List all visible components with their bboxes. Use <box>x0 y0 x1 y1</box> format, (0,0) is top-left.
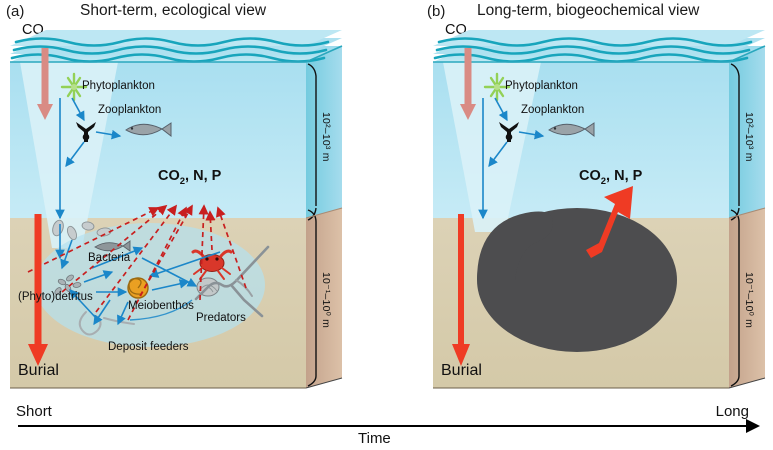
label-phyto-detritus-a: (Phyto)detritus <box>18 291 93 303</box>
axis-line <box>18 425 748 427</box>
zooplankton-icon-a <box>76 122 96 142</box>
panel-a-tag: (a) <box>6 3 25 20</box>
phytoplankton-icon-a <box>60 72 88 102</box>
label-phytoplankton-a: Phytoplankton <box>82 80 155 92</box>
phytoplankton-icon-b <box>483 72 511 102</box>
depth-scale-lower-a: 10⁻¹–10⁰ m <box>320 272 332 329</box>
burial-arrow-b <box>452 214 470 366</box>
label-meiobenthos-a: Meiobenthos <box>128 300 194 312</box>
dead-fish-icon-a <box>94 240 131 252</box>
label-zooplankton-b: Zooplankton <box>521 104 585 116</box>
co2-down-arrow-b <box>460 48 476 120</box>
panel-b-long-term: (b) Long-term, biogeochemical view CO2 <box>387 0 773 400</box>
crab-icon-a <box>191 249 233 280</box>
axis-label-short: Short <box>16 403 52 420</box>
label-phytoplankton-b: Phytoplankton <box>505 80 578 92</box>
fish-icon-b <box>548 122 595 138</box>
burial-label-b: Burial <box>441 362 482 379</box>
zooplankton-icon-b <box>499 122 519 142</box>
panel-a-title: Short-term, ecological view <box>80 2 267 19</box>
axis-title: Time <box>358 430 391 447</box>
panel-a-short-term: (a) Short-term, ecological view CO2 <box>0 0 386 400</box>
label-deposit-feeders-a: Deposit feeders <box>108 341 189 353</box>
nutrient-flux-label-a: CO2, N, P <box>158 168 222 187</box>
ocean-box-b <box>433 30 766 389</box>
depth-scale-lower-b: 10⁻¹–10⁰ m <box>743 272 755 329</box>
co2-down-arrow-a <box>37 48 53 120</box>
nutrient-up-arrow-b <box>586 186 633 258</box>
depth-scale-upper-a: 10²–10³ m <box>320 112 332 162</box>
axis-label-long: Long <box>715 403 749 420</box>
depth-scale-upper-b: 10²–10³ m <box>743 112 755 162</box>
label-bacteria-a: Bacteria <box>88 252 131 264</box>
burial-arrow-a <box>28 214 48 366</box>
ocean-box-a <box>10 30 343 389</box>
burial-label-a: Burial <box>18 362 59 379</box>
predator-icon-a <box>194 245 270 318</box>
panel-b-tag: (b) <box>427 3 446 20</box>
label-zooplankton-a: Zooplankton <box>98 104 162 116</box>
label-predators-a: Predators <box>196 312 246 324</box>
nutrient-flux-label-b: CO2, N, P <box>579 168 643 187</box>
meiobenthos-icon-a <box>127 277 149 299</box>
time-axis: Short Long Time <box>0 398 773 450</box>
axis-arrowhead-icon <box>746 419 760 433</box>
panel-b-title: Long-term, biogeochemical view <box>477 2 700 19</box>
fish-icon-a <box>125 122 172 138</box>
